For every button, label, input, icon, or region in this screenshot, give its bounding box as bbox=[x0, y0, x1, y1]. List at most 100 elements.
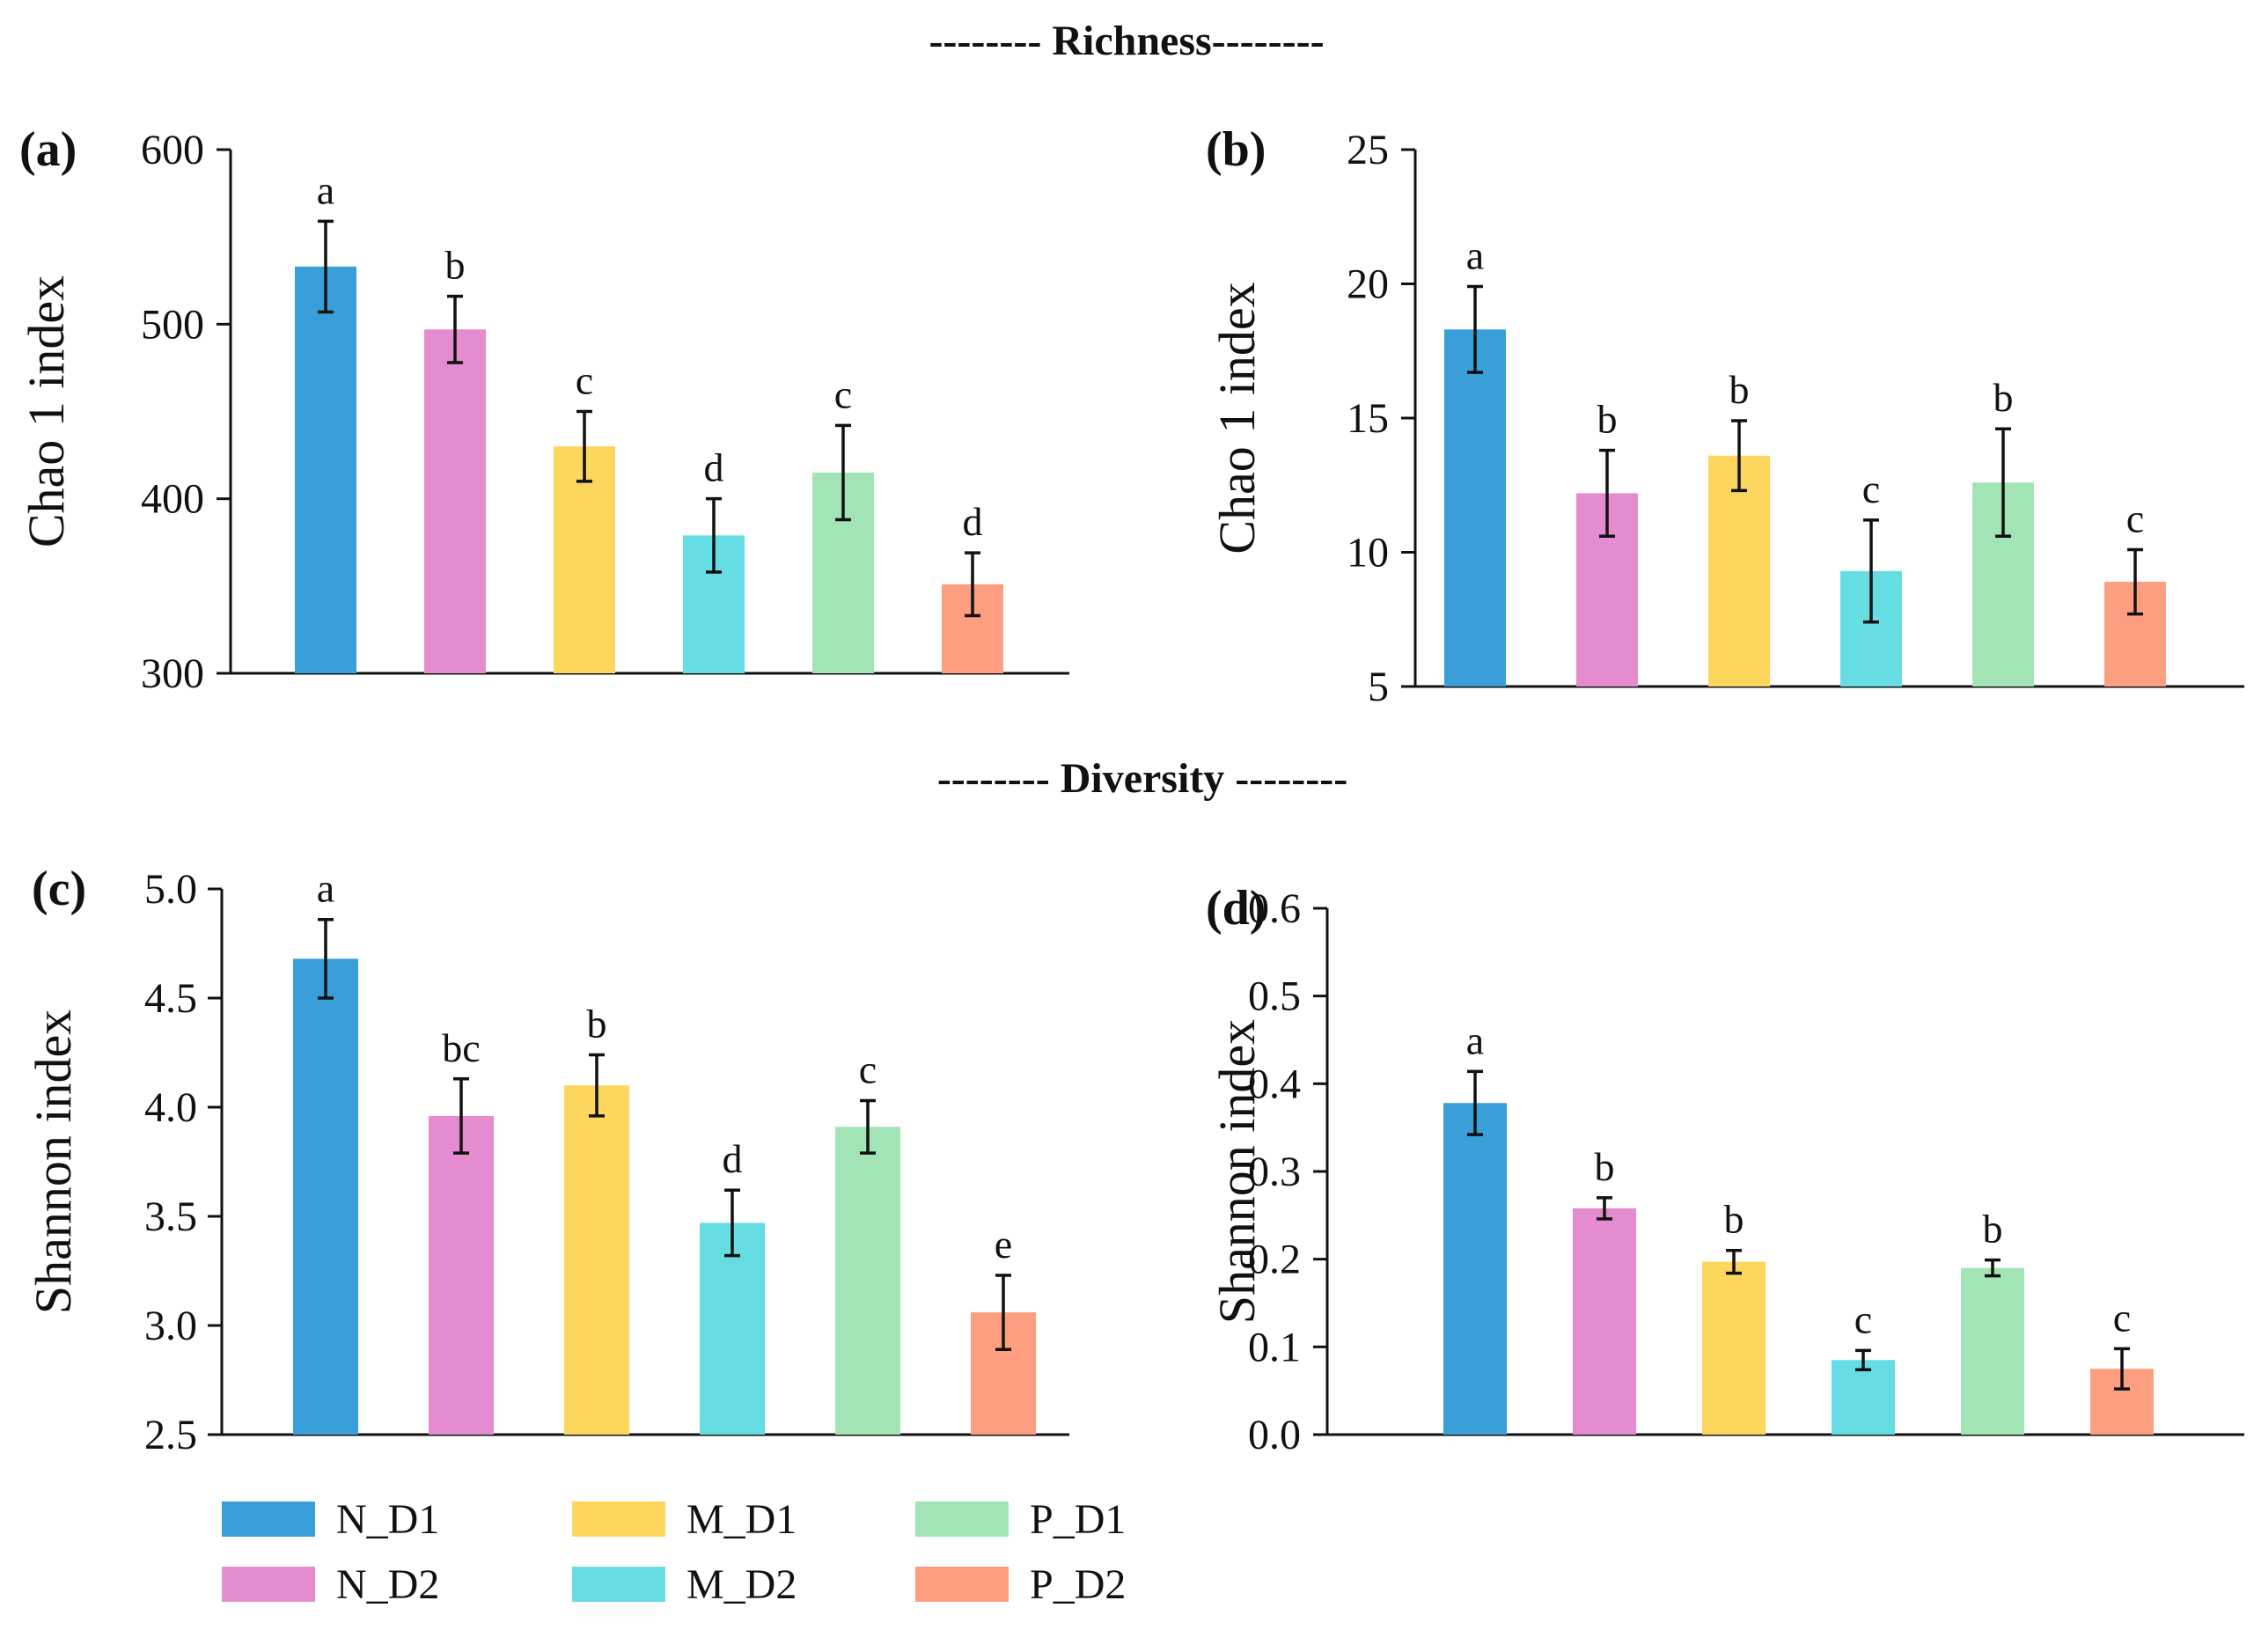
significance-letter: c bbox=[1854, 1296, 1872, 1341]
bar-m-d1 bbox=[1708, 455, 1770, 686]
significance-letter: a bbox=[1466, 233, 1484, 278]
significance-letter: bc bbox=[442, 1025, 480, 1070]
error-bar bbox=[1863, 518, 1879, 624]
error-bar bbox=[1467, 284, 1483, 374]
y-tick-label: 500 bbox=[141, 301, 204, 348]
legend-label: N_D1 bbox=[336, 1496, 439, 1543]
significance-letter: c bbox=[2126, 496, 2144, 540]
significance-letter: c bbox=[1862, 466, 1880, 511]
significance-letter: a bbox=[317, 167, 334, 212]
error-bar bbox=[2114, 1347, 2130, 1391]
y-tick-label: 4.0 bbox=[144, 1084, 197, 1131]
panel-b: (b) Chao 1 index 5 10 15 20 25 a b b c b c bbox=[1206, 122, 2244, 710]
bar-n-d1 bbox=[1444, 329, 1506, 686]
significance-letter: d bbox=[963, 499, 983, 544]
error-bar bbox=[318, 219, 334, 314]
richness-heading: -------- Richness-------- bbox=[929, 18, 1324, 64]
y-tick-label: 300 bbox=[141, 650, 204, 697]
y-tick-label: 0.6 bbox=[1248, 885, 1301, 932]
chart-panels: (a)Chao 1 index300400500600abcdcd(b)Chao… bbox=[18, 122, 2244, 1458]
legend-label: M_D2 bbox=[686, 1561, 797, 1608]
bar-n-d2 bbox=[1573, 1208, 1636, 1435]
legend-item-n-d1: N_D1 bbox=[222, 1496, 439, 1543]
y-tick-label: 0.2 bbox=[1248, 1237, 1301, 1283]
legend-swatch bbox=[572, 1501, 665, 1537]
error-bar bbox=[447, 294, 463, 364]
legend: N_D1 N_D2 M_D1 M_D2 P_D1 P_D2 bbox=[222, 1496, 1126, 1608]
panel-label: (a) bbox=[19, 122, 77, 177]
legend-item-n-d2: N_D2 bbox=[222, 1561, 439, 1608]
y-axis-label: Chao 1 index bbox=[18, 275, 75, 547]
y-tick-label: 5 bbox=[1368, 664, 1389, 710]
bar-m-d2 bbox=[700, 1222, 765, 1435]
error-bar bbox=[1855, 1348, 1871, 1371]
y-tick-label: 5.0 bbox=[144, 866, 197, 913]
legend-item-m-d1: M_D1 bbox=[572, 1496, 797, 1543]
bar-n-d2 bbox=[429, 1115, 494, 1435]
bar-n-d2 bbox=[424, 329, 486, 673]
bar-p-d1 bbox=[1961, 1267, 2024, 1435]
y-tick-label: 10 bbox=[1347, 530, 1389, 576]
error-bar bbox=[2127, 547, 2143, 616]
significance-letter: a bbox=[317, 866, 334, 911]
y-tick-label: 0.3 bbox=[1248, 1149, 1301, 1195]
y-axis-label: Shannon index bbox=[1208, 1019, 1266, 1324]
y-tick-label: 3.0 bbox=[144, 1303, 197, 1349]
y-tick-label: 0.0 bbox=[1248, 1412, 1301, 1458]
legend-item-p-d2: P_D2 bbox=[915, 1561, 1126, 1608]
error-bar bbox=[1985, 1258, 2001, 1278]
significance-letter: c bbox=[576, 358, 593, 403]
legend-label: N_D2 bbox=[336, 1561, 439, 1608]
bar-m-d2 bbox=[1832, 1360, 1895, 1435]
error-bar bbox=[1731, 419, 1747, 493]
error-bar bbox=[706, 496, 722, 574]
bar-m-d1 bbox=[554, 446, 615, 673]
significance-letter: b bbox=[1595, 1144, 1615, 1189]
y-tick-label: 15 bbox=[1347, 395, 1389, 442]
significance-letter: e bbox=[995, 1222, 1012, 1267]
legend-item-m-d2: M_D2 bbox=[572, 1561, 797, 1608]
error-bar bbox=[1995, 427, 2011, 538]
error-bar bbox=[860, 1098, 876, 1155]
significance-letter: b bbox=[1724, 1197, 1744, 1242]
panel-label: (d) bbox=[1206, 881, 1266, 936]
significance-letter: d bbox=[704, 445, 724, 490]
error-bar bbox=[965, 551, 980, 618]
error-bar bbox=[318, 917, 334, 1000]
bar-m-d1 bbox=[1702, 1261, 1766, 1435]
legend-swatch bbox=[222, 1567, 315, 1602]
y-tick-label: 25 bbox=[1347, 127, 1389, 173]
legend-swatch bbox=[572, 1567, 665, 1602]
y-axis-label: Shannon index bbox=[25, 1010, 82, 1314]
error-bar bbox=[835, 423, 851, 522]
y-tick-label: 20 bbox=[1347, 261, 1389, 308]
bar-n-d1 bbox=[1443, 1103, 1507, 1435]
bar-m-d1 bbox=[564, 1085, 629, 1435]
y-tick-label: 0.4 bbox=[1248, 1061, 1301, 1107]
diversity-heading: -------- Diversity -------- bbox=[937, 755, 1347, 802]
error-bar bbox=[1599, 448, 1615, 538]
significance-letter: a bbox=[1466, 1017, 1484, 1062]
error-bar bbox=[589, 1053, 605, 1118]
significance-letter: b bbox=[1983, 1207, 2003, 1252]
y-tick-label: 600 bbox=[141, 127, 204, 173]
significance-letter: d bbox=[723, 1136, 743, 1181]
significance-letter: b bbox=[1993, 375, 2014, 420]
legend-label: P_D2 bbox=[1030, 1561, 1126, 1608]
significance-letter: b bbox=[1597, 397, 1618, 442]
bar-n-d1 bbox=[293, 958, 358, 1435]
panel-d: (d) Shannon index 0.0 0.1 0.2 0.3 0.4 0.5 0.6 a b b… bbox=[1206, 881, 2244, 1458]
legend-label: P_D1 bbox=[1030, 1496, 1126, 1543]
y-tick-label: 0.1 bbox=[1248, 1324, 1301, 1370]
error-bar bbox=[1597, 1196, 1612, 1221]
y-tick-label: 3.5 bbox=[144, 1193, 197, 1240]
error-bar bbox=[1726, 1248, 1742, 1275]
panel-label: (c) bbox=[32, 862, 86, 916]
legend-swatch bbox=[915, 1501, 1009, 1537]
significance-letter: c bbox=[2113, 1295, 2131, 1340]
error-bar bbox=[995, 1274, 1011, 1352]
bar-n-d1 bbox=[295, 266, 356, 673]
legend-item-p-d1: P_D1 bbox=[915, 1496, 1126, 1543]
panel-a: (a) Chao 1 index 300 400 500 600 a b c d c d bbox=[18, 122, 1069, 697]
